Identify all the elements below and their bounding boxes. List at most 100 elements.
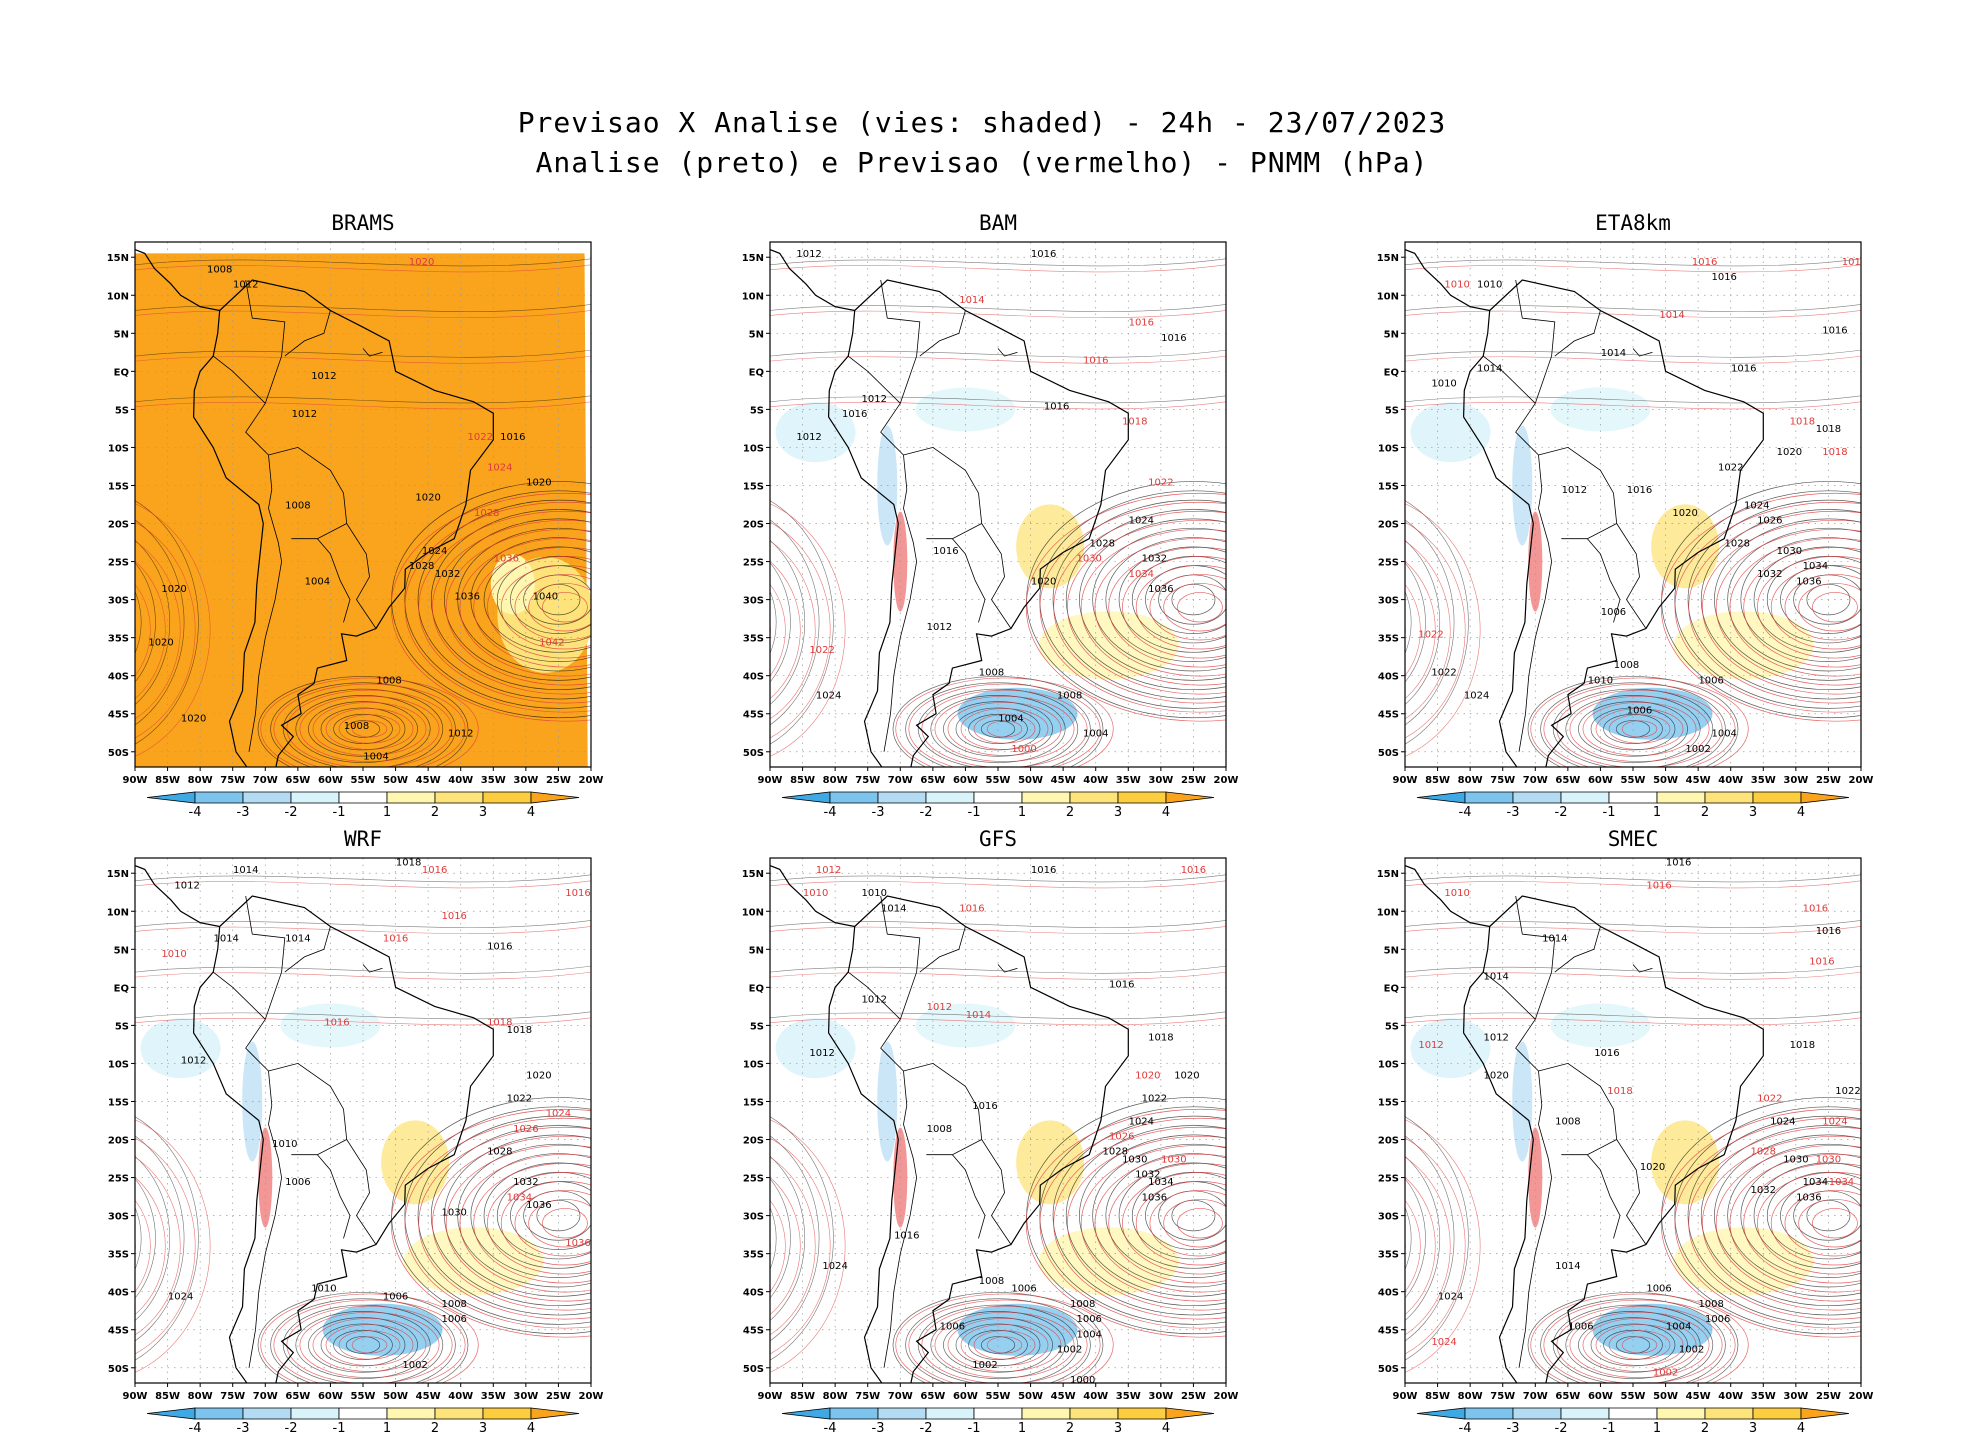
x-tick-label: 45W: [1686, 775, 1711, 786]
isobar-label: 1024: [422, 546, 447, 557]
colorbar-label: 3: [1749, 805, 1757, 820]
x-tick-label: 25W: [1181, 775, 1206, 786]
isobar-label: 1008: [979, 1276, 1004, 1287]
y-tick-label: 45S: [108, 1326, 129, 1337]
y-tick-label: 10N: [742, 907, 764, 918]
y-tick-label: 30S: [1378, 1212, 1399, 1223]
y-tick-label: 40S: [108, 672, 129, 683]
isobar-label: 1028: [1103, 1147, 1128, 1158]
colorbar-label: -4: [1459, 1421, 1472, 1436]
isobar-label: 1014: [213, 934, 238, 945]
panel-title: BAM: [979, 211, 1017, 235]
y-tick-label: 15S: [1378, 481, 1399, 492]
x-tick-label: 30W: [1783, 1391, 1808, 1402]
y-tick-label: 15N: [107, 869, 129, 880]
y-tick-label: 15S: [108, 1097, 129, 1108]
y-tick-label: 10N: [1377, 291, 1399, 302]
y-tick-label: 50S: [1378, 1364, 1399, 1375]
y-tick-label: 30S: [108, 1212, 129, 1223]
isobar-label: 1018: [396, 858, 421, 869]
y-tick-label: 15S: [743, 1097, 764, 1108]
y-tick-label: 40S: [743, 672, 764, 683]
y-tick-label: 35S: [743, 634, 764, 645]
colorbar-label: -3: [1507, 805, 1520, 820]
isobar-label: 1024: [1822, 1116, 1847, 1127]
isobar-label: 1022: [1148, 477, 1173, 488]
colorbar-label: -1: [1603, 1421, 1616, 1436]
y-tick-label: 5N: [1384, 329, 1399, 340]
colorbar-label: 3: [1114, 805, 1122, 820]
x-tick-label: 70W: [1523, 1391, 1548, 1402]
isobar-label: 1012: [1418, 1040, 1443, 1051]
colorbar-label: -4: [189, 1421, 202, 1436]
x-tick-label: 65W: [1555, 775, 1580, 786]
isobar-label: 1022: [1718, 462, 1743, 473]
isobar-label: 1006: [1705, 1314, 1730, 1325]
map-panel-eta8km: ETA8km 1018 1010 1010 1016 1016 1014 1014 1014 10…: [1370, 196, 1964, 820]
coastline: [1462, 895, 1764, 1383]
isobar-label: 1006: [1698, 675, 1723, 686]
x-tick-label: 60W: [1588, 1391, 1613, 1402]
isobar-label: 1028: [474, 508, 499, 519]
map-panel-brams: BRAMS 1008 1012 1020 1012 1012 1016 1022 1024 102…: [100, 196, 740, 820]
isobar-label: 1016: [1083, 356, 1108, 367]
isobar-label: 1018: [1816, 424, 1841, 435]
x-tick-label: 55W: [1621, 775, 1646, 786]
x-tick-label: 70W: [888, 775, 913, 786]
y-tick-label: 50S: [1378, 748, 1399, 759]
y-tick-label: 25S: [108, 1174, 129, 1185]
isobar-label: 1010: [803, 888, 828, 899]
isobar-label: 1016: [1711, 272, 1736, 283]
x-tick-label: 20W: [1214, 775, 1239, 786]
isobar-label: 1012: [796, 432, 821, 443]
x-tick-label: 60W: [318, 1391, 343, 1402]
y-tick-label: 5N: [114, 329, 129, 340]
map-layer: 1016 1010 1016 1016 1016 1016 1014 1014 1012 1012…: [1405, 858, 1861, 1383]
x-tick-label: 35W: [481, 775, 506, 786]
isobar-label: 1026: [513, 1124, 538, 1135]
colorbar: -4 -3 -2 -1 1 2 3 4: [781, 791, 1215, 820]
x-tick-label: 65W: [920, 1391, 945, 1402]
x-tick-label: 65W: [285, 775, 310, 786]
x-tick-label: 30W: [1783, 775, 1808, 786]
isobar-label: 1018: [1666, 234, 1691, 245]
map-layer: 1012 1010 1010 1018 1016 1016 1016 1014 1016 1012…: [770, 858, 1226, 1383]
map-layer: 1008101210201012101210161022102410201020…: [135, 242, 591, 767]
map-layer: 1014101210181016101610161016101610101014…: [135, 858, 591, 1383]
isobar-label: 1014: [1601, 348, 1626, 359]
y-tick-label: 20S: [743, 520, 764, 531]
isobar-label: 1024: [546, 1109, 571, 1120]
y-tick-label: 25S: [743, 558, 764, 569]
y-tick-label: 5S: [115, 1021, 129, 1032]
colorbar-label: 4: [1797, 805, 1805, 820]
colorbar-label: 3: [479, 1421, 487, 1436]
colorbar-label: 3: [1114, 1421, 1122, 1436]
isobar-label: 1016: [1031, 249, 1056, 260]
x-tick-label: 75W: [1490, 775, 1515, 786]
colorbar-label: 1: [1018, 1421, 1026, 1436]
colorbar-label: -2: [1555, 805, 1568, 820]
isobar-label: 1018: [507, 1025, 532, 1036]
x-tick-label: 80W: [1458, 1391, 1483, 1402]
x-tick-label: 55W: [986, 1391, 1011, 1402]
colorbar-label: -4: [824, 805, 837, 820]
y-tick-label: 40S: [1378, 1288, 1399, 1299]
map-layer: 1012 1018 1016 1014 1016 1016 1016 1012 1012 1016…: [770, 242, 1226, 767]
x-tick-label: 30W: [1148, 775, 1173, 786]
colorbar-label: -2: [920, 1421, 933, 1436]
colorbar-label: -1: [333, 805, 346, 820]
x-tick-label: 30W: [1148, 1391, 1173, 1402]
isobar-label: 1016: [383, 934, 408, 945]
x-tick-label: 80W: [823, 775, 848, 786]
y-tick-label: 50S: [108, 1364, 129, 1375]
isobar-label: 1016: [1044, 401, 1069, 412]
isobar-label: 1036: [1148, 584, 1173, 595]
isobar-label: 1030: [1076, 554, 1101, 565]
x-tick-label: 25W: [546, 1391, 571, 1402]
x-tick-label: 45W: [1051, 1391, 1076, 1402]
x-tick-label: 50W: [383, 1391, 408, 1402]
isobar-label: 1016: [972, 1101, 997, 1112]
isobar-label: 1008: [1698, 1299, 1723, 1310]
y-tick-label: 5N: [749, 945, 764, 956]
